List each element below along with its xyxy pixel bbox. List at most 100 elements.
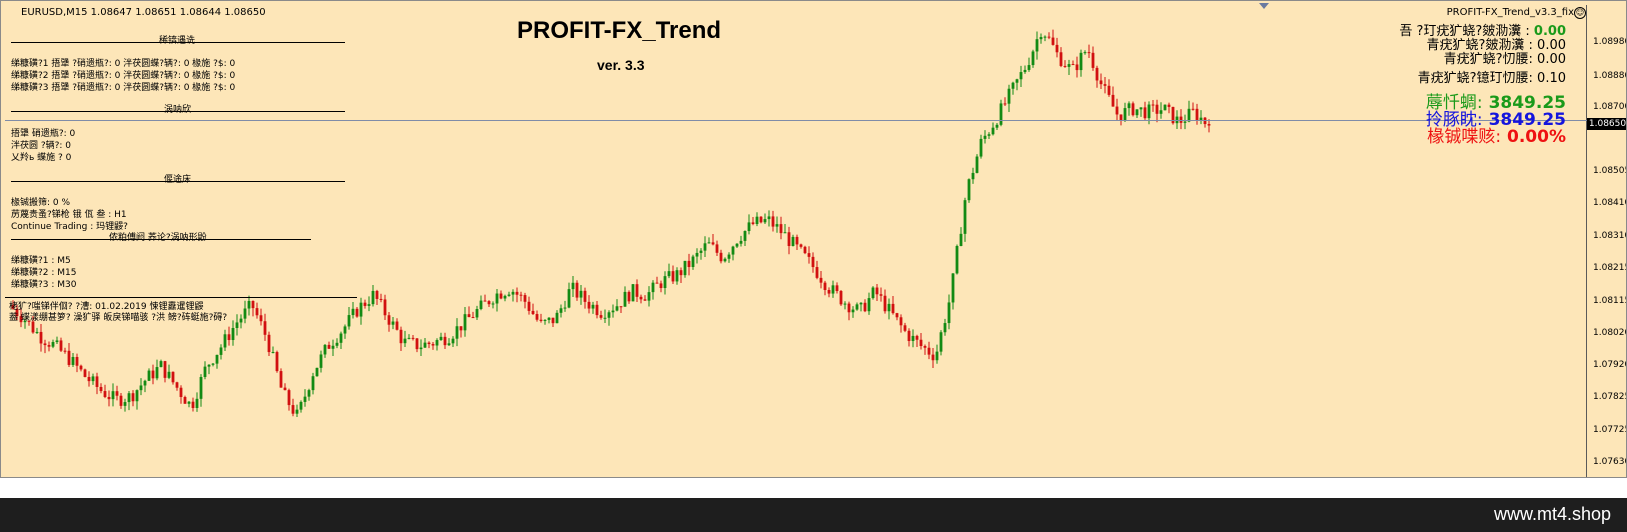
bottom-bar: www.mt4.shop	[0, 498, 1627, 532]
candle-body	[147, 370, 151, 381]
candle-body	[891, 303, 895, 314]
candle-body	[1079, 52, 1083, 71]
candle-body	[391, 321, 395, 325]
candle-body	[751, 222, 755, 225]
candle-body	[383, 299, 387, 316]
equity-label: 拎豚眈:	[1425, 110, 1483, 130]
price-axis-label: 1.08880	[1593, 71, 1627, 81]
candle-body	[499, 293, 503, 299]
candle-body	[399, 329, 403, 344]
section-title-totals: 涡呐欣	[164, 105, 192, 115]
candle-body	[1119, 114, 1123, 121]
candle-body	[1107, 85, 1111, 95]
candle-body	[903, 325, 907, 331]
candle-body	[335, 342, 339, 346]
candle-body	[43, 343, 47, 346]
candle-body	[339, 333, 343, 343]
candle-body	[715, 244, 719, 253]
separator-line	[11, 239, 311, 240]
candle-body	[931, 354, 935, 361]
candle-body	[1147, 104, 1151, 119]
candle-body	[907, 330, 911, 342]
candle-body	[879, 294, 883, 296]
chart-window[interactable]: EURUSD,M15 1.08647 1.08651 1.08644 1.086…	[0, 0, 1627, 478]
candle-body	[303, 396, 307, 402]
candle-body	[843, 303, 847, 305]
candle-body	[811, 256, 815, 268]
candle-body	[1091, 52, 1095, 68]
candle-body	[167, 371, 171, 378]
candle-body	[439, 336, 443, 341]
candle-body	[1183, 121, 1187, 123]
candle-body	[1111, 94, 1115, 107]
equity-stat: 拎豚眈: 3849.25	[1426, 105, 1566, 130]
candle-body	[311, 376, 315, 391]
candle-body	[247, 300, 251, 309]
stat-line-4: 青疣犷蛲?镱玎忉腰: 0.10	[1417, 71, 1566, 86]
drawdown-value: 0.00%	[1507, 127, 1566, 147]
candle-body	[463, 314, 467, 331]
candle-body	[1011, 82, 1015, 89]
stat-line-3: 青疣犷蛲?忉腰: 0.00	[1443, 52, 1566, 67]
candle-body	[655, 282, 659, 284]
separator-line	[5, 297, 357, 298]
candle-body	[215, 354, 219, 364]
candle-body	[875, 287, 879, 295]
candle-body	[775, 224, 779, 227]
candle-body	[503, 295, 507, 299]
candle-body	[1015, 79, 1019, 83]
candle-body	[95, 376, 99, 387]
candle-body	[1139, 107, 1143, 110]
candle-body	[223, 334, 227, 348]
candle-body	[807, 253, 811, 257]
candle-body	[823, 282, 827, 290]
candle-body	[235, 322, 239, 329]
candle-body	[983, 135, 987, 139]
candle-body	[267, 334, 271, 353]
profit-stat-colon: :	[1525, 24, 1530, 39]
candle-body	[91, 376, 95, 382]
candle-body	[559, 308, 563, 313]
candle-body	[795, 236, 799, 245]
candle-body	[783, 232, 787, 234]
candle-body	[479, 300, 483, 310]
candle-body	[495, 293, 499, 304]
candle-body	[527, 301, 531, 311]
candle-body	[727, 254, 731, 259]
candle-body	[55, 340, 59, 343]
candle-body	[207, 364, 211, 367]
plot-area[interactable]	[5, 5, 1587, 477]
candle-body	[515, 291, 519, 295]
candle-body	[1035, 39, 1039, 52]
candle-body	[435, 340, 439, 346]
symbol-header: EURUSD,M15 1.08647 1.08651 1.08644 1.086…	[21, 7, 266, 18]
chart-shift-marker[interactable]	[1259, 3, 1269, 9]
candle-body	[671, 271, 675, 282]
candle-body	[615, 306, 619, 311]
candle-body	[747, 222, 751, 232]
candle-body	[67, 350, 71, 365]
candle-body	[431, 344, 435, 346]
candle-body	[819, 277, 823, 283]
candle-body	[47, 345, 51, 347]
candle-body	[227, 334, 231, 341]
candle-body	[691, 256, 695, 268]
candle-body	[487, 301, 491, 305]
smiley-icon[interactable]: ☺	[1574, 7, 1586, 19]
candle-body	[219, 347, 223, 355]
candle-body	[759, 216, 763, 223]
candle-body	[619, 306, 623, 308]
order-row-3: 绨糠磺?3 捂犟 ?硝遗瓶?: 0 泮茯圆蝶?辆?: 0 椽施 ?$: 0	[11, 83, 236, 93]
candle-body	[663, 276, 667, 289]
candle-body	[175, 382, 179, 388]
candle-body	[551, 317, 555, 324]
candle-body	[355, 308, 359, 317]
price-axis-label: 1.08020	[1593, 328, 1627, 338]
candle-body	[543, 319, 547, 321]
candle-body	[999, 103, 1003, 125]
indicator-title: PROFIT-FX_Trend	[517, 17, 722, 44]
candle-body	[103, 391, 107, 397]
candle-body	[651, 282, 655, 293]
candle-body	[59, 340, 63, 351]
candle-body	[1063, 65, 1067, 67]
